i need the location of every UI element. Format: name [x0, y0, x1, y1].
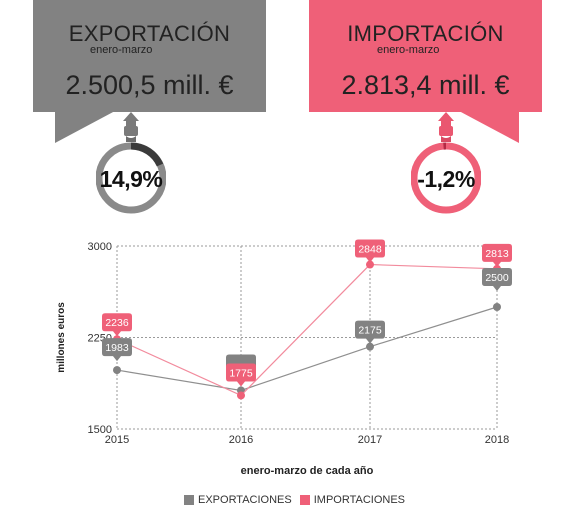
- data-label-imports-2017: 2848: [355, 239, 385, 263]
- import-callout-box: [309, 0, 542, 112]
- data-label-imports-2016-bubble: [226, 363, 256, 387]
- x-tick-label-3: 2018: [485, 434, 509, 446]
- x-tick-label-1: 2016: [229, 434, 253, 446]
- data-label-imports-2018-bubble: [482, 243, 512, 267]
- x-axis-label: enero-marzo de cada año: [241, 465, 374, 477]
- data-label-exports-2015-text: 1983: [105, 342, 129, 354]
- data-label-imports-2018-text: 2813: [485, 248, 509, 260]
- import-period: enero-marzo: [377, 44, 440, 56]
- import-callout-tail: [459, 111, 519, 143]
- legend-item-imports: IMPORTACIONES: [299, 494, 406, 506]
- data-label-exports-2015-bubble: [102, 338, 132, 362]
- data-label-exports-2018: 2500: [482, 268, 512, 291]
- import-callout: IMPORTACIÓN enero-marzo 2.813,4 mill. €: [309, 0, 542, 143]
- point-exports-2015: [113, 366, 121, 375]
- x-tick-label-0: 2015: [105, 434, 129, 446]
- export-title: EXPORTACIÓN: [68, 21, 231, 46]
- data-label-exports-2018-text: 2500: [485, 272, 509, 284]
- series-line-exports: [116, 306, 498, 392]
- data-label-imports-2016-text: 1775: [229, 367, 253, 379]
- y-tick-label-2: 3000: [88, 241, 112, 253]
- legend-label-imports: IMPORTACIONES: [313, 494, 406, 506]
- data-label-exports-2017: 2175: [355, 320, 385, 344]
- export-callout: EXPORTACIÓN enero-marzo 2.500,5 mill. €: [33, 0, 266, 143]
- data-label-imports-2017-text: 2848: [358, 244, 382, 256]
- import-gauge-icon: [411, 112, 481, 214]
- y-tick-label-0: 1500: [88, 424, 112, 436]
- import-amount: 2.813,4 mill. €: [341, 70, 510, 100]
- export-gauge-icon: [96, 112, 166, 214]
- data-label-imports-2015-text: 2236: [105, 317, 129, 329]
- data-label-imports-2015: 2236: [102, 313, 132, 337]
- point-imports-2016: [237, 391, 245, 400]
- x-tick-label-2: 2017: [358, 434, 382, 446]
- import-title: IMPORTACIÓN: [347, 21, 504, 46]
- export-change-value: 14,9%: [99, 166, 163, 192]
- point-exports-2018: [493, 303, 501, 311]
- legend: EXPORTACIONES IMPORTACIONES: [184, 494, 413, 506]
- legend-swatch-imports: [299, 495, 310, 505]
- data-label-exports-2018-bubble: [482, 268, 512, 291]
- series-line-imports: [116, 263, 498, 397]
- point-exports-2017: [366, 342, 374, 351]
- export-amount: 2.500,5 mill. €: [65, 70, 234, 100]
- legend-swatch-exports: [184, 495, 194, 505]
- export-callout-tail: [55, 111, 115, 143]
- legend-label-exports: EXPORTACIONES: [198, 494, 292, 506]
- data-label-exports-2017-text: 2175: [358, 325, 382, 337]
- data-label-imports-2016: 1775: [226, 363, 256, 387]
- legend-item-exports: EXPORTACIONES: [184, 494, 292, 506]
- data-label-imports-2017-bubble: [355, 239, 385, 263]
- data-label-exports-2017-bubble: [355, 320, 385, 344]
- export-change-gauge: 14,9%: [96, 108, 166, 223]
- import-change-value: -1,2%: [417, 166, 475, 192]
- import-change-gauge: -1,2%: [411, 108, 481, 223]
- export-callout-box: [33, 0, 266, 112]
- point-imports-2017: [366, 260, 374, 269]
- export-period: enero-marzo: [90, 44, 153, 56]
- data-label-exports-2015: 1983: [102, 338, 132, 362]
- data-label-imports-2015-bubble: [102, 313, 132, 337]
- y-axis-label: millones euros: [56, 302, 67, 373]
- data-label-imports-2018: 2813: [482, 243, 512, 267]
